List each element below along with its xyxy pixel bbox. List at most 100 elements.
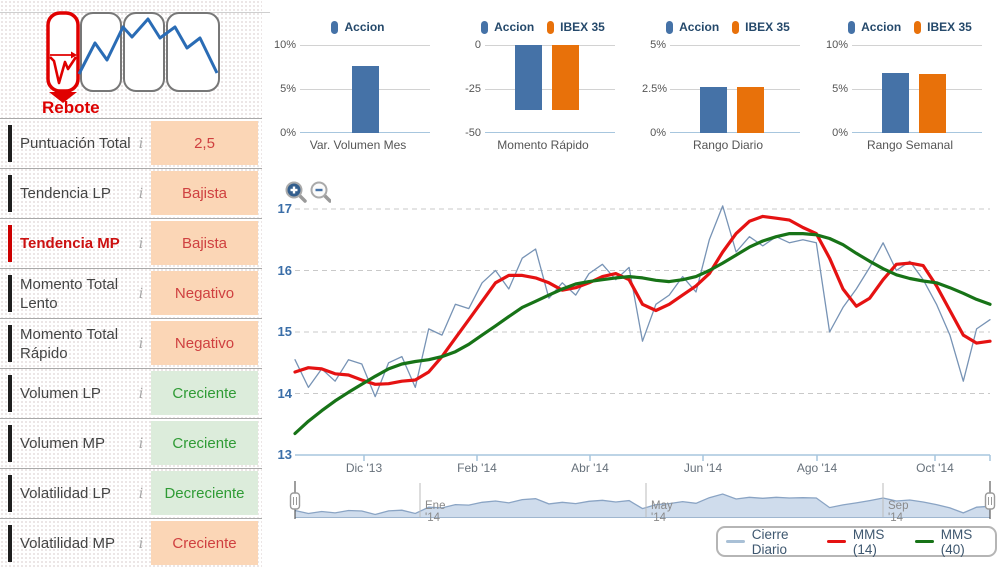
row-label: Tendencia LP xyxy=(20,185,111,202)
navigator-right-handle[interactable] xyxy=(984,481,996,519)
legend-label[interactable]: IBEX 35 xyxy=(745,20,790,34)
zigzag-pattern-icon-3[interactable] xyxy=(166,12,220,92)
table-row[interactable]: Momento Total Rápido i Negativo xyxy=(0,319,262,369)
navigator-left-handle[interactable] xyxy=(289,481,301,519)
navigator-label: May '14 xyxy=(651,500,673,524)
info-icon[interactable]: i xyxy=(138,485,144,502)
y-axis-label: 15 xyxy=(277,324,292,339)
bar-ibex-35 xyxy=(737,87,764,133)
table-row[interactable]: Puntuación Total i 2,5 xyxy=(0,119,262,169)
row-value: Negativo xyxy=(151,271,258,315)
legend-label[interactable]: Accion xyxy=(344,20,385,34)
y-axis-label: 13 xyxy=(277,447,292,462)
table-row[interactable]: Tendencia LP i Bajista xyxy=(0,169,262,219)
legend-item[interactable]: Cierre Diario xyxy=(726,527,811,557)
axis-tick-label: 0% xyxy=(650,127,666,139)
zoom-in-icon[interactable] xyxy=(285,181,307,203)
navigator-label: Sep '14 xyxy=(888,500,909,524)
row-accent-bar xyxy=(8,225,12,262)
row-label: Volumen LP xyxy=(20,385,101,402)
mini-chart-momento-rapido: Accion IBEX 35 0 -25 -50 Momento Rápido xyxy=(457,12,629,162)
x-axis-label: Feb '14 xyxy=(457,461,497,475)
mini-chart-title: Rango Diario xyxy=(692,138,764,152)
axis-tick-label: 2.5% xyxy=(642,83,668,95)
row-value: Negativo xyxy=(151,321,258,365)
table-row[interactable]: Tendencia MP i Bajista xyxy=(0,219,262,269)
bar-ibex-35 xyxy=(552,45,579,110)
axis-tick-label: -25 xyxy=(465,83,481,95)
mini-chart-rango-semanal: Accion IBEX 35 10% 5% 0% Rango Semanal xyxy=(824,12,996,162)
mini-chart-rango-diario: Accion IBEX 35 5% 2.5% 0% Rango Diario xyxy=(642,12,814,162)
series-cierre-diario xyxy=(294,205,991,398)
axis-tick-label: -50 xyxy=(465,127,481,139)
row-accent-bar xyxy=(8,375,12,412)
row-value: Creciente xyxy=(151,371,258,415)
legend-label[interactable]: Accion xyxy=(679,20,720,34)
table-row[interactable]: Volatilidad LP i Decreciente xyxy=(0,469,262,519)
info-icon[interactable]: i xyxy=(138,135,144,152)
bar-accion xyxy=(352,66,379,133)
legend-swatch xyxy=(481,20,489,34)
info-icon[interactable]: i xyxy=(138,385,144,402)
info-icon[interactable]: i xyxy=(138,235,144,252)
info-icon[interactable]: i xyxy=(138,335,144,352)
row-label: Volatilidad LP xyxy=(20,485,111,502)
axis-tick-label: 5% xyxy=(280,83,296,95)
row-value: Decreciente xyxy=(151,471,258,515)
legend-item-label: MMS (40) xyxy=(940,526,973,557)
legend-label[interactable]: Accion xyxy=(494,20,535,34)
row-accent-bar xyxy=(8,475,12,512)
table-row[interactable]: Momento Total Lento i Negativo xyxy=(0,269,262,319)
rebote-pattern-icon[interactable] xyxy=(46,11,80,103)
x-axis-label: Oct '14 xyxy=(916,461,954,475)
legend-line-swatch xyxy=(726,540,745,543)
info-icon[interactable]: i xyxy=(138,535,144,552)
rebote-arrow-icon xyxy=(49,92,77,103)
axis-tick-label: 5% xyxy=(650,39,666,51)
row-accent-bar xyxy=(8,275,12,312)
mini-chart-var-volumen-mes: Accion 10% 5% 0% Var. Volumen Mes xyxy=(272,12,444,162)
legend-item[interactable]: MMS (40) xyxy=(915,527,987,557)
row-label: Momento Total Rápido xyxy=(20,325,119,362)
zoom-out-icon[interactable] xyxy=(310,181,332,203)
axis-tick-label: 10% xyxy=(825,39,848,51)
mini-chart-legend: Accion IBEX 35 xyxy=(642,20,814,34)
bar-accion xyxy=(515,45,542,111)
axis-tick-label: 0 xyxy=(474,39,481,51)
row-accent-bar xyxy=(8,325,12,362)
info-icon[interactable]: i xyxy=(138,285,144,302)
mini-chart-title: Momento Rápido xyxy=(497,138,589,152)
legend-line-swatch xyxy=(915,540,934,543)
legend-label[interactable]: Accion xyxy=(861,20,902,34)
info-icon[interactable]: i xyxy=(138,185,144,202)
legend-label[interactable]: IBEX 35 xyxy=(927,20,972,34)
legend-swatch xyxy=(331,20,339,34)
table-row[interactable]: Volumen LP i Creciente xyxy=(0,369,262,419)
x-axis-label: Ago '14 xyxy=(796,461,838,475)
mini-chart-legend: Accion xyxy=(272,20,444,34)
row-value: Bajista xyxy=(151,171,258,215)
legend-swatch xyxy=(547,20,555,34)
row-accent-bar xyxy=(8,425,12,462)
table-row[interactable]: Volumen MP i Creciente xyxy=(0,419,262,469)
mini-chart-title: Var. Volumen Mes xyxy=(309,138,407,152)
legend-label[interactable]: IBEX 35 xyxy=(560,20,605,34)
row-label: Puntuación Total xyxy=(20,135,131,152)
navigator-label: Ene '14 xyxy=(425,500,446,524)
legend-swatch xyxy=(732,20,740,34)
series-mms-40- xyxy=(293,232,992,436)
row-value: Creciente xyxy=(151,521,258,565)
mini-chart-title: Rango Semanal xyxy=(866,138,954,152)
x-axis-label: Dic '13 xyxy=(345,461,383,475)
legend-item[interactable]: MMS (14) xyxy=(827,527,899,557)
axis-tick-label: 0% xyxy=(832,127,848,139)
pattern-thumbnails xyxy=(40,8,225,108)
row-value: Bajista xyxy=(151,221,258,265)
row-value: 2,5 xyxy=(151,121,258,165)
bar-accion xyxy=(700,87,727,133)
info-icon[interactable]: i xyxy=(138,435,144,452)
mini-chart-plot: 10% 5% 0% xyxy=(826,39,982,139)
table-row[interactable]: Volatilidad MP i Creciente xyxy=(0,519,262,568)
axis-tick-label: 5% xyxy=(832,83,848,95)
